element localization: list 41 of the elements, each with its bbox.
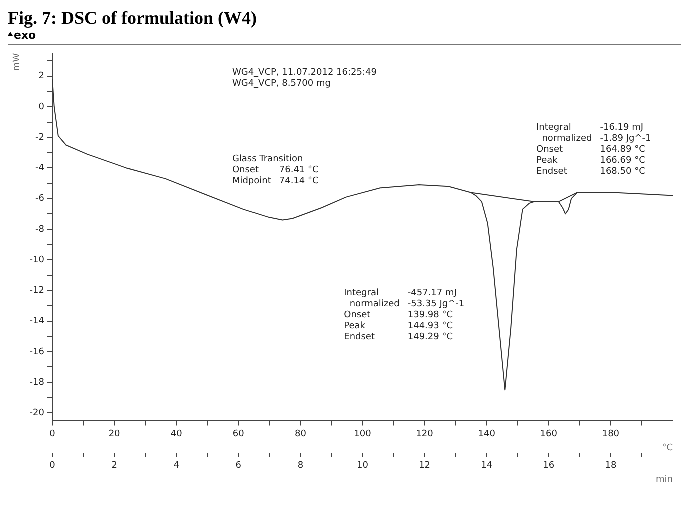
annotation: WG4_VCP, 11.07.2012 16:25:49 WG4_VCP, 8.5700 mg (232, 68, 378, 89)
chart-title: Fig. 7: DSC of formulation (W4) (8, 8, 258, 28)
x2-tick-label: 14 (481, 461, 493, 472)
y-tick-label: -20 (30, 408, 45, 418)
x2-tick-label: 18 (605, 461, 617, 472)
x2-axis-title: min (656, 474, 673, 485)
x2-tick-label: 10 (357, 461, 369, 472)
text: Integral -457.17 mJ normalized -53.35 Jg^-1 Onset 139.98 °C Peak 144.93 °C Endset 149.29 °C (344, 288, 465, 342)
y-tick-label: -2 (36, 132, 44, 143)
y-tick-label: -12 (30, 286, 44, 296)
y-tick-label: 2 (38, 72, 44, 82)
y-tick-label: -6 (36, 194, 45, 204)
x-tick-label: 100 (354, 430, 372, 440)
x-tick-label: 120 (416, 430, 434, 440)
x2-tick-label: 12 (419, 461, 431, 472)
y-tick-label: -8 (36, 224, 45, 235)
x2-tick-label: 8 (298, 461, 304, 472)
y-tick-label: -14 (30, 316, 45, 327)
x-tick-label: 80 (294, 430, 307, 440)
x-tick-label: 40 (170, 430, 183, 440)
y-tick-label: 0 (38, 102, 45, 112)
y-tick-label: -4 (36, 164, 45, 174)
y-axis-title: mW (12, 53, 23, 72)
x2-tick-label: 4 (174, 461, 180, 472)
y-tick-label: -16 (30, 347, 45, 358)
x2-tick-label: 2 (112, 461, 118, 472)
text: exo (14, 28, 36, 42)
x-tick-label: 180 (602, 430, 620, 440)
text: Glass Transition Onset 76.41 °C Midpoint 74.14 °C (232, 154, 319, 186)
x-tick-label: 160 (540, 430, 558, 440)
x2-tick-label: 0 (50, 461, 56, 472)
x-axis-title: °C (662, 443, 673, 454)
y-tick-label: -10 (30, 255, 45, 266)
x-tick-label: 0 (50, 430, 56, 440)
x-tick-label: 60 (232, 430, 245, 440)
text: Integral -16.19 mJ normalized -1.89 Jg^-1 Onset 164.89 °C Peak 166.69 °C Endset 168.50 °C (536, 123, 652, 178)
x2-tick-label: 6 (236, 461, 242, 472)
x2-tick-label: 16 (543, 461, 555, 472)
y-tick-label: -18 (30, 378, 45, 388)
x-tick-label: 20 (108, 430, 121, 440)
x-tick-label: 140 (478, 430, 496, 440)
